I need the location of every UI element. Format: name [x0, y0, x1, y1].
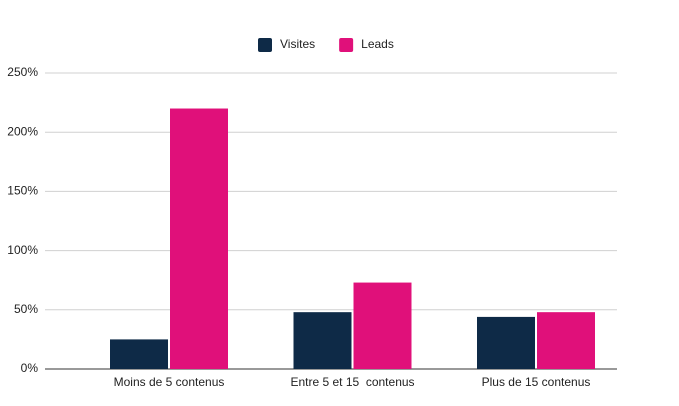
- x-tick-label: Moins de 5 contenus: [114, 375, 225, 389]
- y-tick-label: 100%: [7, 243, 38, 257]
- legend-swatch: [258, 38, 272, 52]
- y-tick-label: 200%: [7, 124, 38, 138]
- legend-swatch: [339, 38, 354, 52]
- x-tick-label: Entre 5 et 15 contenus: [290, 375, 414, 389]
- y-tick-label: 50%: [14, 302, 38, 316]
- bar: [537, 312, 595, 369]
- y-tick-label: 150%: [7, 184, 38, 198]
- bar: [110, 339, 168, 369]
- bar: [293, 312, 352, 369]
- legend-label: Leads: [361, 37, 394, 51]
- legend-label: Visites: [280, 37, 315, 51]
- bar: [353, 282, 412, 369]
- bar: [170, 108, 228, 370]
- y-tick-label: 250%: [7, 65, 38, 79]
- bar: [477, 316, 535, 369]
- y-tick-label: 0%: [21, 361, 39, 375]
- x-tick-label: Plus de 15 contenus: [482, 375, 591, 389]
